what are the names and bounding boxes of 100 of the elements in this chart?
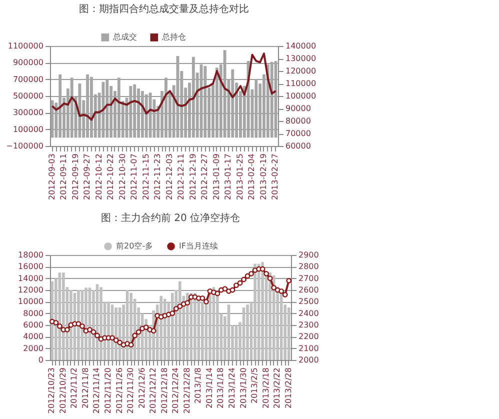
x-tick-label: 2012-10-12 xyxy=(94,154,104,200)
y2-tick-label: 80000 xyxy=(286,116,311,126)
y-tick-label: 14000 xyxy=(18,274,44,283)
bar xyxy=(129,86,132,138)
y2-tick-label: 2800 xyxy=(298,262,319,272)
y-tick-label: 18000 xyxy=(18,250,44,260)
y-tick-label: 500000 xyxy=(12,92,44,100)
bar xyxy=(133,84,136,138)
bar xyxy=(77,290,80,360)
x-tick-label: 2012/10/29 xyxy=(58,368,68,414)
bar xyxy=(268,272,272,360)
y2-tick-label: 120000 xyxy=(286,66,316,76)
bar xyxy=(78,84,82,138)
x-tick-label: 2012-10-22 xyxy=(106,154,116,200)
y2-tick-label: 2000 xyxy=(298,356,319,364)
x-tick-label: 2012-12-27 xyxy=(200,154,210,200)
bar xyxy=(186,292,189,360)
y-tick-label: 4000 xyxy=(23,332,44,342)
y2-tick-label: 130000 xyxy=(286,54,316,63)
bar xyxy=(215,68,218,138)
x-tick-label: 2012-09-27 xyxy=(82,154,92,200)
y2-tick-label: 2200 xyxy=(298,332,319,342)
x-tick-label: 2012/11/14 xyxy=(92,368,102,414)
x-tick-label: 2012/11/8 xyxy=(80,368,90,409)
legend-label: 总持仓 xyxy=(161,32,186,42)
bar xyxy=(254,264,256,360)
x-tick-label: 2012/10/23 xyxy=(47,368,56,414)
y-tick-label: 700000 xyxy=(12,74,44,84)
y2-tick-label: 70000 xyxy=(286,129,311,138)
x-tick-label: 2012/11/20 xyxy=(104,368,113,414)
line-series xyxy=(51,52,277,121)
x-tick-label: 2012-12-03 xyxy=(164,154,174,200)
x-tick-label: 2012-09-19 xyxy=(70,154,80,200)
x-tick-label: 2013/1/30 xyxy=(238,368,248,409)
x-tick-label: 2013/1/14 xyxy=(204,368,214,409)
bar xyxy=(231,69,234,138)
bar xyxy=(106,79,109,138)
chart-title: 图：主力合约前 20 位净空持仓 xyxy=(100,212,240,224)
y-tick-label: 100000 xyxy=(12,124,44,134)
y-tick-label: 2000 xyxy=(23,344,44,353)
legend-label: 前20空-多 xyxy=(116,241,154,250)
x-tick-label: 2013-02-04 xyxy=(247,154,256,200)
bar xyxy=(58,74,62,138)
y2-tick-label: 60000 xyxy=(286,142,311,150)
bar xyxy=(261,262,264,360)
y2-tick-label: 2300 xyxy=(298,320,319,330)
x-tick-label: 2012/12/18 xyxy=(160,368,169,414)
x-tick-label: 2012/11/30 xyxy=(126,368,136,414)
y2-tick-label: 100000 xyxy=(286,92,316,100)
x-tick-label: 2013/1/8 xyxy=(194,368,203,404)
bar xyxy=(100,287,102,360)
y2-tick-label: 110000 xyxy=(286,79,316,88)
legend-label: 总成交 xyxy=(112,32,138,42)
y2-tick-label: 2600 xyxy=(298,286,319,294)
y2-tick-label: 90000 xyxy=(286,104,311,113)
chart-title: 图：期指四合约总成交量及总持仓对比 xyxy=(79,3,249,15)
y2-tick-label: 140000 xyxy=(286,42,316,50)
bar xyxy=(70,290,72,360)
x-tick-label: 2012/11/26 xyxy=(114,368,124,414)
y-tick-label: 1100000 xyxy=(8,42,44,50)
x-tick-label: 2013/2/5 xyxy=(250,368,260,404)
x-tick-label: 2012/12/24 xyxy=(171,368,180,414)
x-tick-label: 2012-12-11 xyxy=(176,154,186,200)
y-tick-label: 900000 xyxy=(12,58,44,68)
bar xyxy=(160,296,163,360)
bar xyxy=(144,94,148,138)
bar xyxy=(194,292,196,360)
x-tick-label: 2012-10-30 xyxy=(118,154,127,200)
bar xyxy=(90,76,93,138)
x-tick-label: 2012/12/28 xyxy=(182,368,192,414)
bar xyxy=(170,292,174,360)
x-tick-label: 2012-11-07 xyxy=(130,154,139,200)
bar xyxy=(270,62,274,138)
bar xyxy=(164,78,168,138)
x-tick-label: 2013/2/22 xyxy=(272,368,282,409)
bar xyxy=(192,56,195,138)
y-tick-label: 10000 xyxy=(18,297,44,306)
bar xyxy=(84,288,88,360)
y-tick-label: −100000 xyxy=(6,142,44,150)
y2-tick-label: 2400 xyxy=(298,308,319,318)
y2-tick-label: 2700 xyxy=(298,274,319,283)
x-tick-label: 2013-01-17 xyxy=(224,154,233,200)
y2-tick-label: 2500 xyxy=(298,297,319,306)
x-tick-label: 2013/2/18 xyxy=(261,368,270,409)
bar xyxy=(204,66,207,138)
bar xyxy=(117,78,120,138)
x-tick-label: 2012-09-11 xyxy=(59,154,68,200)
y-tick-label: 8000 xyxy=(23,308,44,318)
x-tick-label: 2012-09-03 xyxy=(47,154,56,200)
y-tick-label: 6000 xyxy=(23,320,44,330)
bar xyxy=(178,281,182,360)
y2-tick-label: 2900 xyxy=(298,250,319,260)
x-tick-label: 2013-01-25 xyxy=(235,154,244,200)
x-tick-label: 2013/2/28 xyxy=(284,368,293,409)
x-tick-label: 2012-11-15 xyxy=(141,154,150,200)
bar xyxy=(62,272,65,360)
legend-label: IF当月连续 xyxy=(179,241,218,250)
bar xyxy=(86,74,90,138)
x-tick-label: 2013/1/24 xyxy=(227,368,236,409)
x-tick-label: 2013-01-09 xyxy=(212,154,221,200)
